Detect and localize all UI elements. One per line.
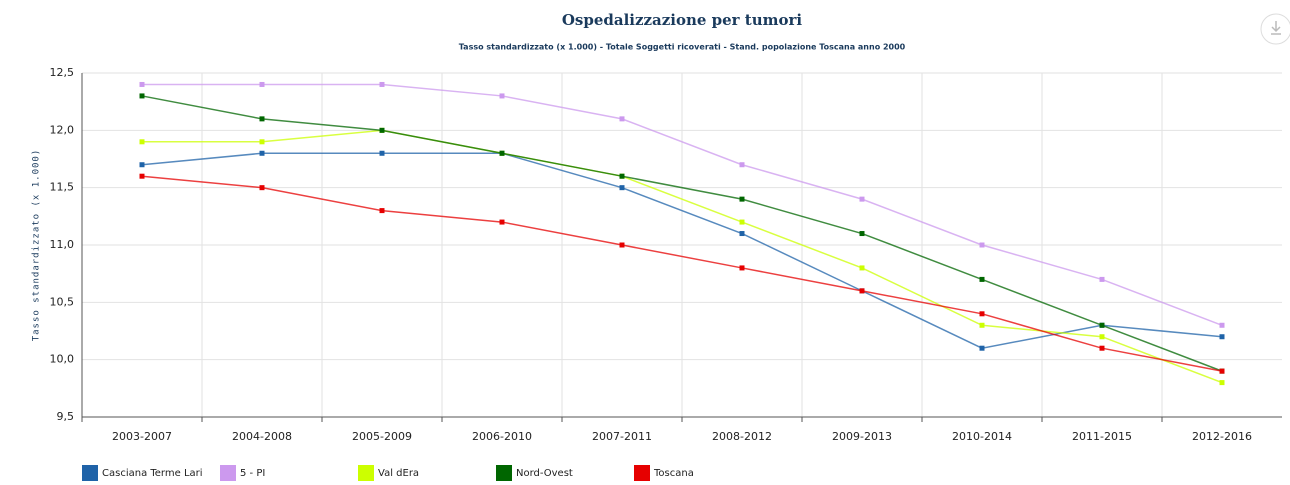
- data-point: [619, 116, 625, 122]
- x-tick-label: 2012-2016: [1192, 430, 1252, 443]
- data-point: [1219, 322, 1225, 328]
- legend-label: Val dEra: [378, 468, 419, 479]
- data-point: [139, 93, 145, 99]
- data-point: [979, 345, 985, 351]
- data-point: [499, 93, 505, 99]
- data-point: [1099, 334, 1105, 340]
- x-tick-label: 2006-2010: [472, 430, 532, 443]
- data-point: [979, 322, 985, 328]
- legend-swatch: [220, 465, 236, 481]
- y-tick-label: 12,5: [50, 66, 75, 79]
- x-tick-label: 2008-2012: [712, 430, 772, 443]
- legend-label: Casciana Terme Lari: [102, 468, 203, 479]
- y-tick-label: 11,5: [50, 181, 75, 194]
- y-tick-label: 10,5: [50, 295, 75, 308]
- data-point: [139, 139, 145, 145]
- legend-label: Nord-Ovest: [516, 468, 573, 479]
- data-point: [739, 196, 745, 202]
- data-point: [739, 219, 745, 225]
- download-icon[interactable]: [1271, 21, 1281, 35]
- data-point: [619, 242, 625, 248]
- y-axis-label: Tasso standardizzato (x 1.000): [32, 149, 42, 342]
- x-tick-label: 2011-2015: [1072, 430, 1132, 443]
- data-point: [1219, 380, 1225, 386]
- data-point: [259, 116, 265, 122]
- y-tick-label: 10,0: [50, 353, 75, 366]
- data-point: [859, 231, 865, 237]
- data-point: [1099, 345, 1105, 351]
- data-point: [139, 81, 145, 87]
- data-point: [259, 185, 265, 191]
- data-point: [739, 162, 745, 168]
- data-point: [139, 173, 145, 179]
- data-point: [859, 196, 865, 202]
- y-tick-label: 11,0: [50, 238, 75, 251]
- data-point: [619, 185, 625, 191]
- legend-swatch: [82, 465, 98, 481]
- data-point: [1099, 276, 1105, 282]
- legend-swatch: [358, 465, 374, 481]
- data-point: [499, 150, 505, 156]
- data-point: [859, 265, 865, 271]
- data-point: [259, 139, 265, 145]
- x-tick-label: 2010-2014: [952, 430, 1012, 443]
- legend-label: Toscana: [653, 468, 694, 479]
- x-tick-label: 2007-2011: [592, 430, 652, 443]
- data-point: [499, 219, 505, 225]
- x-tick-label: 2009-2013: [832, 430, 892, 443]
- data-point: [1219, 334, 1225, 340]
- data-point: [379, 127, 385, 133]
- data-point: [139, 162, 145, 168]
- data-point: [379, 208, 385, 214]
- series-line: [141, 95, 1223, 372]
- x-tick-label: 2005-2009: [352, 430, 412, 443]
- y-tick-label: 12,0: [50, 123, 75, 136]
- legend-swatch: [634, 465, 650, 481]
- data-point: [619, 173, 625, 179]
- data-point: [1099, 322, 1105, 328]
- series-line: [142, 83, 1223, 326]
- download-button[interactable]: [1260, 13, 1290, 45]
- x-tick-label: 2004-2008: [232, 430, 292, 443]
- series-line: [141, 152, 1223, 349]
- data-point: [1219, 368, 1225, 374]
- data-point: [739, 231, 745, 237]
- chart-title: Ospedalizzazione per tumori: [562, 11, 803, 29]
- data-point: [259, 150, 265, 156]
- data-point: [379, 81, 385, 87]
- data-point: [979, 276, 985, 282]
- data-point: [979, 242, 985, 248]
- y-tick-label: 9,5: [57, 410, 75, 423]
- legend-swatch: [496, 465, 512, 481]
- legend-label: 5 - PI: [240, 468, 265, 479]
- x-tick-label: 2003-2007: [112, 430, 172, 443]
- data-point: [739, 265, 745, 271]
- data-point: [859, 288, 865, 294]
- data-point: [259, 81, 265, 87]
- chart-subtitle: Tasso standardizzato (x 1.000) - Totale …: [459, 43, 906, 52]
- data-point: [979, 311, 985, 317]
- data-point: [379, 150, 385, 156]
- series-line: [141, 175, 1223, 372]
